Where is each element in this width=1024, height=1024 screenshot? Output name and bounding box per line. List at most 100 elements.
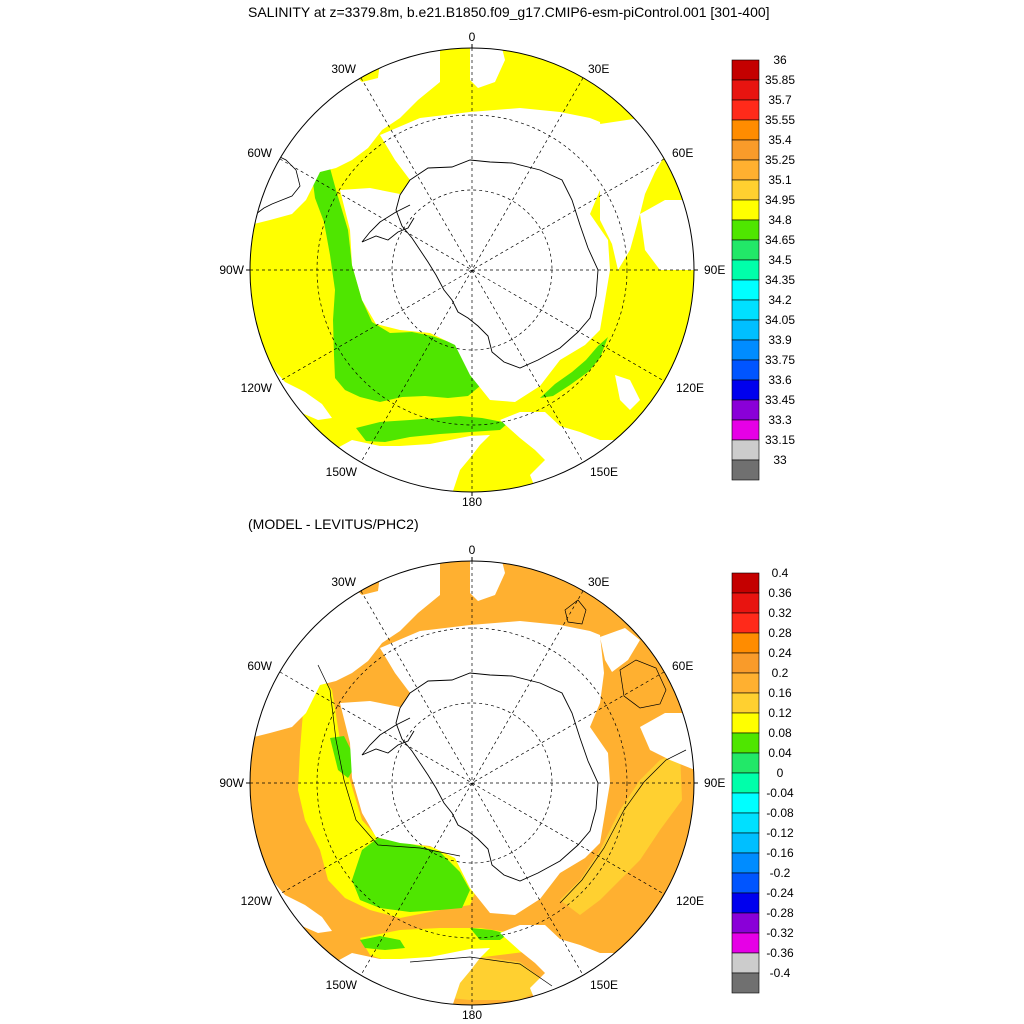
colorbar-swatch — [731, 319, 760, 341]
colorbar-swatch — [731, 359, 760, 381]
colorbar-swatch — [731, 912, 760, 934]
colorbar-swatch — [731, 612, 760, 634]
svg-text:60E: 60E — [672, 146, 693, 160]
colorbar-swatch — [731, 832, 760, 854]
svg-text:30W: 30W — [331, 575, 356, 589]
colorbar-tick-label: 0.4 — [772, 566, 789, 580]
colorbar-tick-label: -0.24 — [766, 886, 794, 900]
graticule — [250, 48, 694, 492]
colorbar-swatch — [731, 872, 760, 894]
svg-text:90W: 90W — [219, 263, 244, 277]
colorbar-tick-label: 35.1 — [768, 173, 792, 187]
colorbar-tick-label: -0.08 — [766, 806, 794, 820]
colorbar-tick-label: 35.85 — [765, 73, 795, 87]
colorbar-tick-label: 0.32 — [768, 606, 792, 620]
svg-text:0: 0 — [469, 30, 476, 44]
svg-text:180: 180 — [462, 1008, 482, 1022]
difference-subtitle: (MODEL - LEVITUS/PHC2) — [248, 516, 419, 532]
svg-text:150E: 150E — [590, 978, 618, 992]
colorbar-swatch — [731, 379, 760, 401]
colorbar-tick-label: 35.4 — [768, 133, 792, 147]
colorbar-swatch — [731, 692, 760, 714]
colorbar-swatch — [731, 459, 760, 481]
salinity-map: 0 180 90W 90E 30W 30E 60W 60E 120W 120E … — [219, 30, 725, 509]
salinity-field-green — [312, 168, 480, 402]
svg-text:120W: 120W — [241, 381, 273, 395]
svg-text:30E: 30E — [588, 62, 609, 76]
colorbar-tick-label: 34.5 — [768, 253, 792, 267]
colorbar-tick-label: 0.08 — [768, 726, 792, 740]
colorbar-swatch — [731, 99, 760, 121]
antarctica-coastline — [395, 159, 599, 369]
colorbar-tick-label: -0.32 — [766, 926, 794, 940]
svg-text:60W: 60W — [247, 146, 272, 160]
colorbar-tick-label: -0.2 — [770, 866, 791, 880]
colorbar-swatch — [731, 852, 760, 874]
colorbar-swatch — [731, 752, 760, 774]
salinity-colorbar: 36 35.85 35.7 35.55 35.4 35.25 35.1 34.95 34.8 34… — [731, 53, 795, 481]
svg-text:30W: 30W — [331, 62, 356, 76]
colorbar-tick-label: 0.36 — [768, 586, 792, 600]
colorbar-swatch — [731, 812, 760, 834]
chart-title: SALINITY at z=3379.8m, b.e21.B1850.f09_g… — [248, 4, 770, 20]
colorbar-swatch — [731, 439, 760, 461]
colorbar-tick-label: 34.35 — [765, 273, 795, 287]
colorbar-swatch — [731, 219, 760, 241]
svg-text:120W: 120W — [241, 894, 273, 908]
colorbar-swatch — [731, 892, 760, 914]
colorbar-tick-label: -0.04 — [766, 786, 794, 800]
colorbar-tick-label: 33.3 — [768, 413, 792, 427]
colorbar-tick-label: -0.12 — [766, 826, 794, 840]
colorbar-tick-label: 34.8 — [768, 213, 792, 227]
colorbar-tick-label: 33.6 — [768, 373, 792, 387]
colorbar-tick-label: -0.16 — [766, 846, 794, 860]
colorbar-swatch — [731, 712, 760, 734]
difference-colorbar: 0.4 0.36 0.32 0.28 0.24 0.2 0.16 0.12 0.08 0.04 0 -… — [731, 566, 794, 994]
antarctic-peninsula-coastline-bottom — [361, 717, 415, 756]
difference-field-green-ross — [360, 936, 405, 950]
colorbar-tick-label: 34.2 — [768, 293, 792, 307]
colorbar-swatch — [731, 772, 760, 794]
longitude-labels: 0 180 90W 90E 30W 30E 60W 60E 120W 120E … — [219, 30, 725, 509]
colorbar-swatch — [731, 79, 760, 101]
difference-map: 0 180 90W 90E 30W 30E 60W 60E 120W 120E … — [219, 543, 725, 1022]
colorbar-swatch — [731, 732, 760, 754]
colorbar-tick-label: -0.28 — [766, 906, 794, 920]
colorbar-swatch — [731, 59, 760, 81]
colorbar-swatch — [731, 199, 760, 221]
svg-text:150E: 150E — [590, 465, 618, 479]
graticule-bottom — [250, 561, 694, 1005]
colorbar-tick-label: 33 — [773, 453, 787, 467]
colorbar-tick-label: 35.7 — [768, 93, 792, 107]
colorbar-swatch — [731, 972, 760, 994]
colorbar-tick-label: 35.25 — [765, 153, 795, 167]
difference-contours — [317, 599, 687, 987]
colorbar-tick-label: 0.24 — [768, 646, 792, 660]
colorbar-swatch — [731, 632, 760, 654]
colorbar-tick-label: 33.45 — [765, 393, 795, 407]
colorbar-swatch — [731, 259, 760, 281]
colorbar-tick-label: 36 — [773, 53, 787, 67]
colorbar-swatch — [731, 419, 760, 441]
antarctic-peninsula-coastline — [361, 204, 415, 243]
svg-text:180: 180 — [462, 495, 482, 509]
colorbar-swatch — [731, 792, 760, 814]
svg-text:60E: 60E — [672, 659, 693, 673]
colorbar-tick-label: 33.9 — [768, 333, 792, 347]
colorbar-tick-label: -0.4 — [770, 966, 791, 980]
svg-text:60W: 60W — [247, 659, 272, 673]
difference-field-green-weddell — [330, 736, 356, 778]
colorbar-tick-label: 0.12 — [768, 706, 792, 720]
svg-text:120E: 120E — [676, 894, 704, 908]
svg-text:90E: 90E — [704, 776, 725, 790]
colorbar-tick-label: 34.95 — [765, 193, 795, 207]
svg-text:0: 0 — [469, 543, 476, 557]
salinity-field-green-wilkes — [540, 337, 608, 398]
difference-field-yellow-east — [560, 752, 682, 915]
south-america-coastline — [255, 155, 301, 215]
longitude-ticks — [246, 44, 698, 496]
colorbar-tick-label: 0 — [777, 766, 784, 780]
colorbar-swatch — [731, 672, 760, 694]
colorbar-swatch — [731, 652, 760, 674]
